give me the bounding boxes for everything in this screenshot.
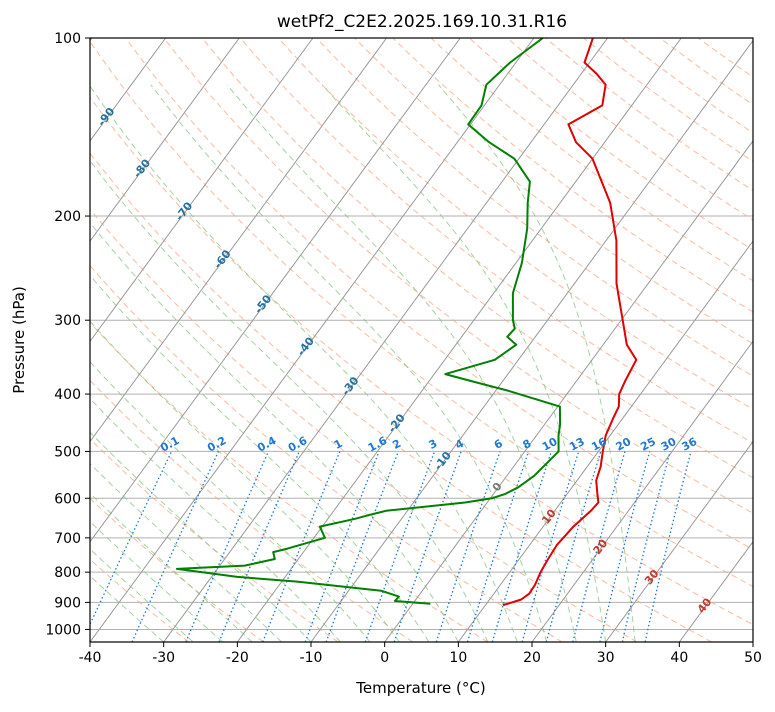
isotherm-line [0,38,387,642]
x-tick-label: 40 [670,650,688,666]
mixing-ratio-line [645,451,691,642]
mixing-ratio-line [82,451,172,642]
x-tick-label: 10 [449,650,467,666]
moist-adiabat-line [0,85,223,642]
moist-adiabat-line [227,85,576,642]
dry-adiabat-line [698,38,775,642]
moist-adiabat-line [0,85,370,642]
isotherm-line [679,38,775,642]
mixing-ratio-line [622,451,670,642]
dry-adiabat-line [164,38,775,642]
mixing-ratio-line [219,451,299,642]
y-axis-label: Pressure (hPa) [10,286,28,394]
chart-title: wetPf2_C2E2.2025.169.10.31.R16 [277,12,567,32]
dry-adiabat-line [507,38,775,642]
isotherm-line [753,38,775,642]
y-tick-label: 500 [54,444,81,460]
mixing-ratio-label: 30 [659,435,679,454]
x-tick-label: -20 [226,650,249,666]
mixing-ratio-line [326,451,398,642]
x-axis-label: Temperature (°C) [355,679,485,697]
mixing-ratio-line [522,451,579,642]
isotherm-line [532,38,775,642]
dry-adiabat-line [0,38,488,642]
plot-frame [90,38,753,642]
mixing-ratio-line [365,451,434,642]
isotherm-line [385,38,775,642]
dry-adiabat-line [0,38,562,642]
moist-adiabat-line [151,85,547,642]
y-tick-label: 400 [54,387,81,403]
moist-adiabat-line [38,85,488,642]
mixing-ratio-line [132,451,219,642]
mixing-ratio-label: 2 [390,437,403,452]
y-tick-label: 600 [54,491,81,507]
dry-adiabat-line [0,38,264,642]
isotherm-line [458,38,775,642]
isotherm-line [16,38,460,642]
y-tick-label: 900 [54,595,81,611]
mixing-ratio-label: 6 [492,437,505,452]
moist-adiabat-line [0,85,341,642]
mixing-ratio-label: 3 [427,437,440,452]
thermodynamic-background [0,38,775,642]
mixing-ratio-label: 8 [521,437,534,452]
mixing-ratio-line [305,451,379,642]
y-tick-label: 100 [54,31,81,47]
x-tick-label: -10 [300,650,323,666]
mixing-ratio-label: 20 [614,435,634,454]
y-tick-label: 200 [54,209,81,225]
dry-adiabat-line [126,38,775,642]
moist-adiabat-line [89,85,517,642]
x-tick-label: -30 [152,650,175,666]
mixing-ratio-line [394,451,461,642]
x-tick-label: 20 [523,650,541,666]
mixing-ratio-line [186,451,269,642]
moist-adiabat-line [0,85,399,642]
moist-adiabat-line [0,85,458,642]
mixing-ratio-label: 10 [540,435,560,454]
y-tick-label: 700 [54,531,81,547]
y-tick-label: 800 [54,565,81,581]
sounding-profiles [177,38,636,605]
y-tick-label: 1000 [45,622,81,638]
isotherm-line [0,38,239,642]
x-tick-label: 50 [744,650,762,666]
dry-adiabat-line [355,38,775,642]
x-tick-label: -40 [79,650,102,666]
isotherm-line [164,38,608,642]
moist-adiabat-line [438,85,635,642]
mixing-ratio-line [492,451,551,642]
mixing-ratio-label: 25 [638,435,658,454]
y-tick-label: 300 [54,313,81,329]
dry-adiabat-line [393,38,775,642]
isotherm-line [606,38,775,642]
x-tick-label: 30 [597,650,615,666]
mixing-ratio-line [263,451,340,642]
mixing-ratio-label: 13 [567,435,587,454]
temperature-profile-line [503,38,636,605]
moist-adiabat-line [0,85,193,642]
dry-adiabat-line [660,38,775,642]
dry-adiabat-line [546,38,775,642]
moist-adiabat-line [0,85,252,642]
dry-adiabat-line [622,38,775,642]
x-tick-label: 0 [380,650,389,666]
dry-adiabat-line [278,38,775,642]
moist-adiabat-line [0,85,311,642]
dry-adiabat-line [0,38,338,642]
dry-adiabat-line [0,38,189,642]
